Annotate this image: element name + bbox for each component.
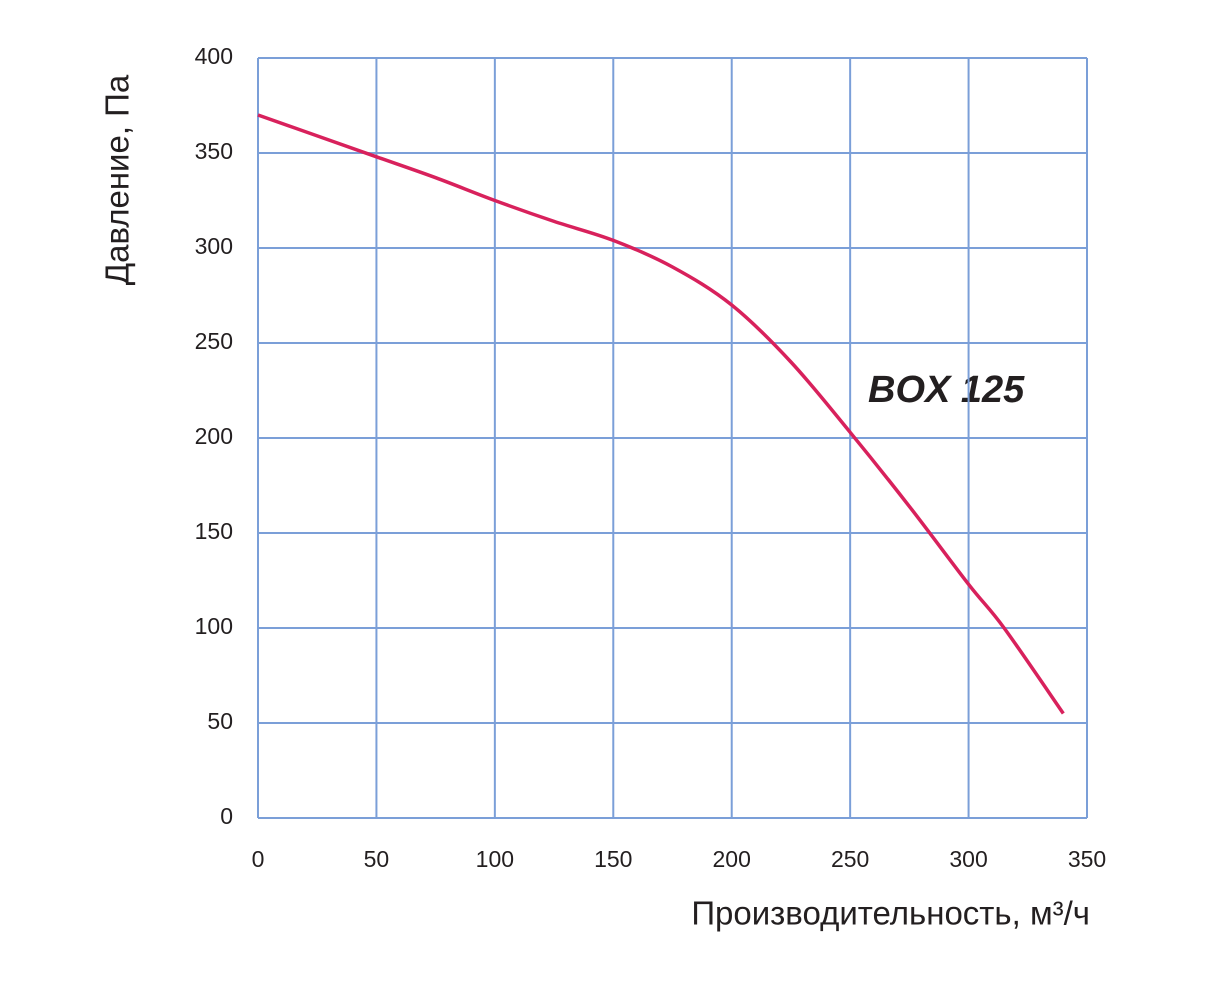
x-tick-label: 0 (252, 846, 265, 872)
y-tick-label: 300 (195, 233, 233, 259)
x-tick-label: 350 (1068, 846, 1106, 872)
x-tick-label: 50 (364, 846, 390, 872)
curve (257, 113, 1065, 715)
y-tick-label: 0 (220, 803, 233, 829)
y-tick-label: 250 (195, 328, 233, 354)
x-tick-label: 100 (476, 846, 514, 872)
x-axis-title: Производительность, м³/ч (691, 895, 1090, 932)
y-tick-label: 400 (195, 43, 233, 69)
annotation: BOX 125 (868, 369, 1025, 411)
y-tick-label: 200 (195, 423, 233, 449)
y-axis-title: Давление, Па (99, 74, 136, 285)
y-tick-label: 100 (195, 613, 233, 639)
x-tick-label: 150 (594, 846, 632, 872)
x-tick-label: 250 (831, 846, 869, 872)
y-tick-label: 350 (195, 138, 233, 164)
y-tick-label: 150 (195, 518, 233, 544)
x-tick-label: 300 (949, 846, 987, 872)
x-tick-label: 200 (713, 846, 751, 872)
y-tick-label: 50 (207, 708, 233, 734)
